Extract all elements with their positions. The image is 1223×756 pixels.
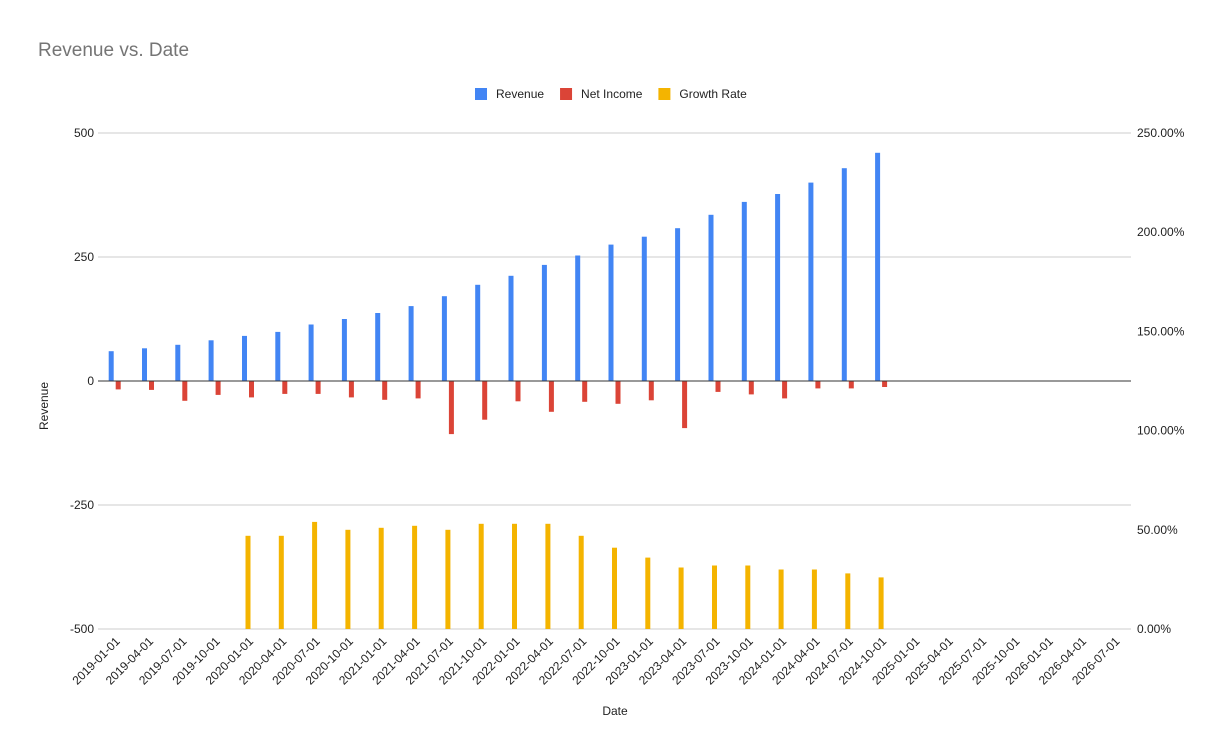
bar-net-income bbox=[182, 381, 188, 401]
bar-net-income bbox=[149, 381, 154, 390]
y2-tick-label: 150.00% bbox=[1137, 324, 1185, 338]
bar-growth-rate bbox=[245, 535, 251, 629]
bar-growth-rate bbox=[578, 535, 584, 629]
bar-revenue bbox=[808, 182, 814, 381]
bar-growth-rate bbox=[478, 523, 484, 629]
bar-revenue bbox=[675, 228, 681, 381]
legend-swatch bbox=[475, 88, 487, 100]
bar-revenue bbox=[441, 296, 447, 381]
bars bbox=[108, 152, 888, 629]
bar-revenue bbox=[142, 348, 147, 381]
y2-tick-label: 200.00% bbox=[1137, 225, 1185, 239]
bar-growth-rate bbox=[545, 523, 551, 629]
bar-growth-rate bbox=[512, 523, 517, 629]
bar-net-income bbox=[482, 381, 488, 420]
bar-net-income bbox=[682, 381, 688, 429]
bar-growth-rate bbox=[412, 525, 418, 629]
bar-revenue bbox=[175, 344, 181, 381]
legend-swatch bbox=[658, 88, 671, 100]
bar-growth-rate bbox=[712, 565, 717, 629]
bar-revenue bbox=[475, 284, 481, 381]
bar-net-income bbox=[249, 381, 254, 398]
bar-growth-rate bbox=[878, 577, 884, 629]
bar-growth-rate bbox=[378, 527, 384, 629]
bar-net-income bbox=[848, 381, 854, 389]
bar-net-income bbox=[582, 381, 588, 402]
y2-axis-ticks: 250.00% 200.00% 150.00% 100.00% 50.00% 0.00% bbox=[1137, 126, 1185, 636]
y2-tick-label: 50.00% bbox=[1137, 523, 1178, 537]
bar-revenue bbox=[775, 194, 781, 381]
y2-tick-label: 0.00% bbox=[1137, 622, 1171, 636]
bar-net-income bbox=[748, 381, 754, 395]
bar-net-income bbox=[448, 381, 454, 435]
bar-revenue bbox=[541, 264, 547, 381]
bar-net-income bbox=[415, 381, 421, 399]
legend-swatch bbox=[560, 88, 573, 100]
y-axis-title: Revenue bbox=[37, 382, 51, 430]
bar-growth-rate bbox=[345, 529, 351, 629]
y-tick-label: -500 bbox=[70, 622, 94, 636]
bar-growth-rate bbox=[678, 567, 684, 629]
bar-net-income bbox=[382, 381, 388, 400]
bar-revenue bbox=[741, 201, 747, 381]
bar-revenue bbox=[242, 335, 247, 381]
bar-net-income bbox=[115, 381, 121, 390]
bar-net-income bbox=[515, 381, 521, 402]
bar-growth-rate bbox=[445, 529, 451, 629]
y2-tick-label: 250.00% bbox=[1137, 126, 1185, 140]
bar-revenue bbox=[608, 244, 614, 381]
bar-growth-rate bbox=[312, 521, 318, 629]
bar-revenue bbox=[841, 168, 847, 381]
bar-net-income bbox=[615, 381, 621, 404]
bar-revenue bbox=[408, 306, 414, 381]
bar-revenue bbox=[108, 351, 114, 381]
bar-revenue bbox=[708, 214, 714, 381]
bar-net-income bbox=[215, 381, 221, 395]
bar-revenue bbox=[575, 255, 581, 381]
bar-revenue bbox=[508, 275, 514, 381]
bar-net-income bbox=[548, 381, 554, 412]
bar-net-income bbox=[815, 381, 821, 389]
bar-net-income bbox=[348, 381, 354, 398]
bar-growth-rate bbox=[778, 569, 784, 629]
bar-growth-rate bbox=[278, 535, 284, 629]
y-axis-ticks: 500 250 0 -250 -500 bbox=[70, 126, 94, 636]
bar-revenue bbox=[375, 313, 381, 381]
y-tick-label: 0 bbox=[87, 374, 94, 388]
bar-growth-rate bbox=[645, 557, 651, 629]
bar-revenue bbox=[308, 324, 314, 381]
bar-net-income bbox=[782, 381, 788, 399]
bar-growth-rate bbox=[612, 547, 617, 629]
bar-net-income bbox=[882, 381, 888, 387]
bar-net-income bbox=[282, 381, 288, 394]
bar-net-income bbox=[648, 381, 654, 401]
x-axis-title: Date bbox=[602, 704, 628, 718]
bar-growth-rate bbox=[845, 573, 851, 629]
y2-tick-label: 100.00% bbox=[1137, 424, 1185, 438]
bar-net-income bbox=[315, 381, 321, 394]
bar-revenue bbox=[341, 319, 347, 381]
chart-title: Revenue vs. Date bbox=[38, 40, 189, 61]
bar-revenue bbox=[875, 152, 881, 381]
y-tick-label: 250 bbox=[74, 250, 94, 264]
legend-label: Growth Rate bbox=[679, 87, 747, 101]
legend-label: Revenue bbox=[496, 87, 544, 101]
legend: Revenue Net Income Growth Rate bbox=[475, 87, 747, 101]
y-tick-label: -250 bbox=[70, 498, 94, 512]
legend-label: Net Income bbox=[581, 87, 643, 101]
bar-revenue bbox=[208, 340, 214, 381]
bar-revenue bbox=[275, 331, 281, 381]
y-tick-label: 500 bbox=[74, 126, 94, 140]
bar-revenue bbox=[641, 236, 647, 381]
bar-growth-rate bbox=[745, 565, 751, 629]
bar-net-income bbox=[715, 381, 721, 392]
bar-growth-rate bbox=[811, 569, 817, 629]
